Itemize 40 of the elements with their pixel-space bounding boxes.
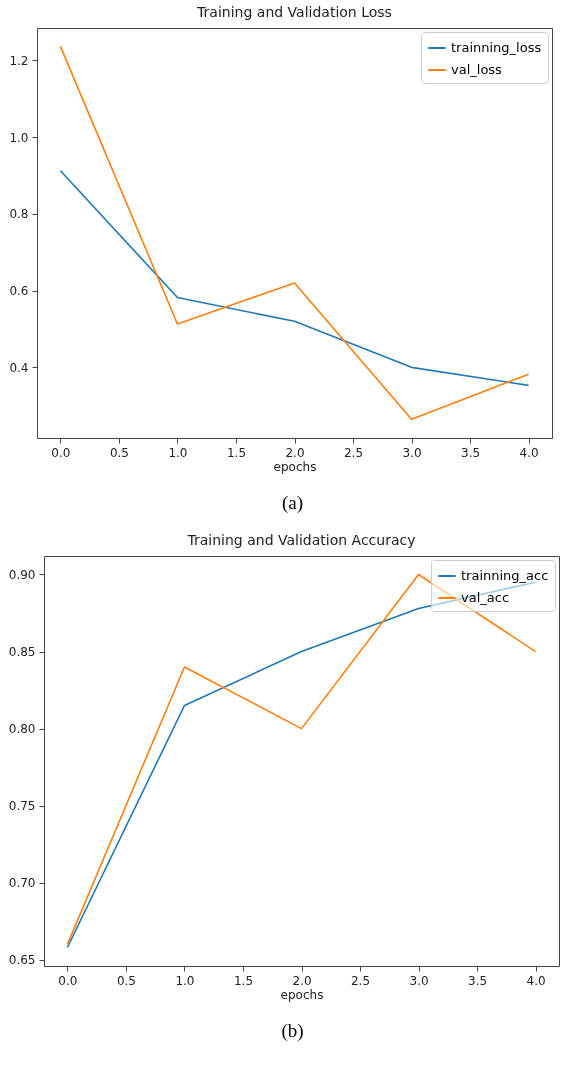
legend-label: val_loss [451,62,503,77]
x-tick-label: 4.0 [519,445,539,460]
line-series [59,170,530,387]
y-tick-label: 0.6 [9,284,29,299]
x-tick-label: 3.5 [461,445,481,460]
y-tick-label: 1.2 [9,53,29,68]
x-tick-label: 0.0 [58,973,78,988]
chart-title: Training and Validation Loss [196,4,392,20]
x-tick-label: 0.0 [51,445,71,460]
x-tick-label: 2.0 [292,973,312,988]
x-tick-label: 1.5 [226,445,247,460]
legend-label: trainning_loss [451,40,542,55]
y-tick-label: 0.70 [8,876,36,891]
text: (b) [280,1020,305,1042]
x-tick-label: 2.0 [285,445,305,460]
x-tick-label: 3.0 [409,973,429,988]
y-tick-label: 0.4 [9,360,29,375]
x-tick-label: 1.0 [168,445,188,460]
chart-title: Training and Validation Accuracy [186,532,416,548]
x-tick-label: 3.0 [402,445,422,460]
x-axis-title: epochs [273,459,317,474]
x-tick-label: 4.0 [526,973,546,988]
text: (a) [280,492,305,514]
legend-label: trainning_acc [461,568,549,583]
legend-label: val_acc [461,590,510,605]
x-axis-title: epochs [280,987,324,1002]
x-tick-label: 2.5 [350,973,371,988]
x-tick-label: 3.5 [468,973,488,988]
x-tick-label: 0.5 [116,973,136,988]
y-tick-label: 0.65 [8,953,36,968]
x-tick-label: 2.5 [343,445,364,460]
y-tick-label: 0.75 [8,799,36,814]
y-tick-label: 0.8 [9,207,29,222]
y-tick-label: 0.90 [8,568,36,582]
x-tick-label: 0.5 [109,445,129,460]
x-tick-label: 1.0 [175,973,195,988]
y-tick-label: 0.80 [8,722,36,737]
y-tick-label: 0.85 [8,645,36,660]
y-tick-label: 1.0 [9,130,29,145]
x-tick-label: 1.5 [233,973,254,988]
